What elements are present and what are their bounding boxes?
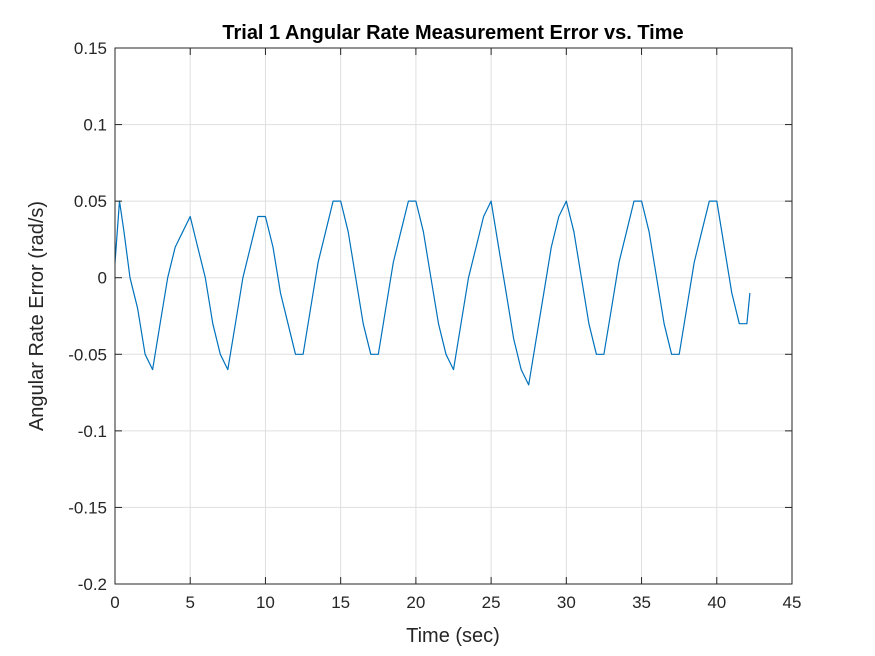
y-tick-label: 0: [98, 269, 107, 288]
x-tick-label: 0: [110, 593, 119, 612]
y-tick-label: 0.15: [74, 39, 107, 58]
x-tick-label: 30: [557, 593, 576, 612]
y-tick-label: 0.1: [83, 116, 107, 135]
y-tick-label: -0.2: [78, 575, 107, 594]
x-tick-label: 25: [482, 593, 501, 612]
plot-area: [114, 200, 751, 386]
x-tick-label: 40: [707, 593, 726, 612]
chart-title: Trial 1 Angular Rate Measurement Error v…: [222, 22, 683, 44]
y-axis-label: Angular Rate Error (rad/s): [26, 201, 48, 431]
y-tick-label: -0.05: [68, 345, 107, 364]
x-tick-label: 20: [406, 593, 425, 612]
y-tick-label: 0.05: [74, 192, 107, 211]
axis-ticks: 0 5 10 15 20 25 30 35 40 45 -0.2 -0.15 -0.1 -0.05 0 0.0…: [68, 39, 801, 612]
y-tick-label: -0.1: [78, 422, 107, 441]
x-tick-label: 10: [256, 593, 275, 612]
x-tick-label: 5: [185, 593, 194, 612]
series-line: [114, 200, 751, 386]
y-tick-label: -0.15: [68, 498, 107, 517]
x-tick-label: 15: [331, 593, 350, 612]
x-tick-label: 35: [632, 593, 651, 612]
axes-box: [114, 47, 793, 585]
x-axis-label: Time (sec): [406, 625, 500, 647]
x-tick-label: 45: [783, 593, 802, 612]
